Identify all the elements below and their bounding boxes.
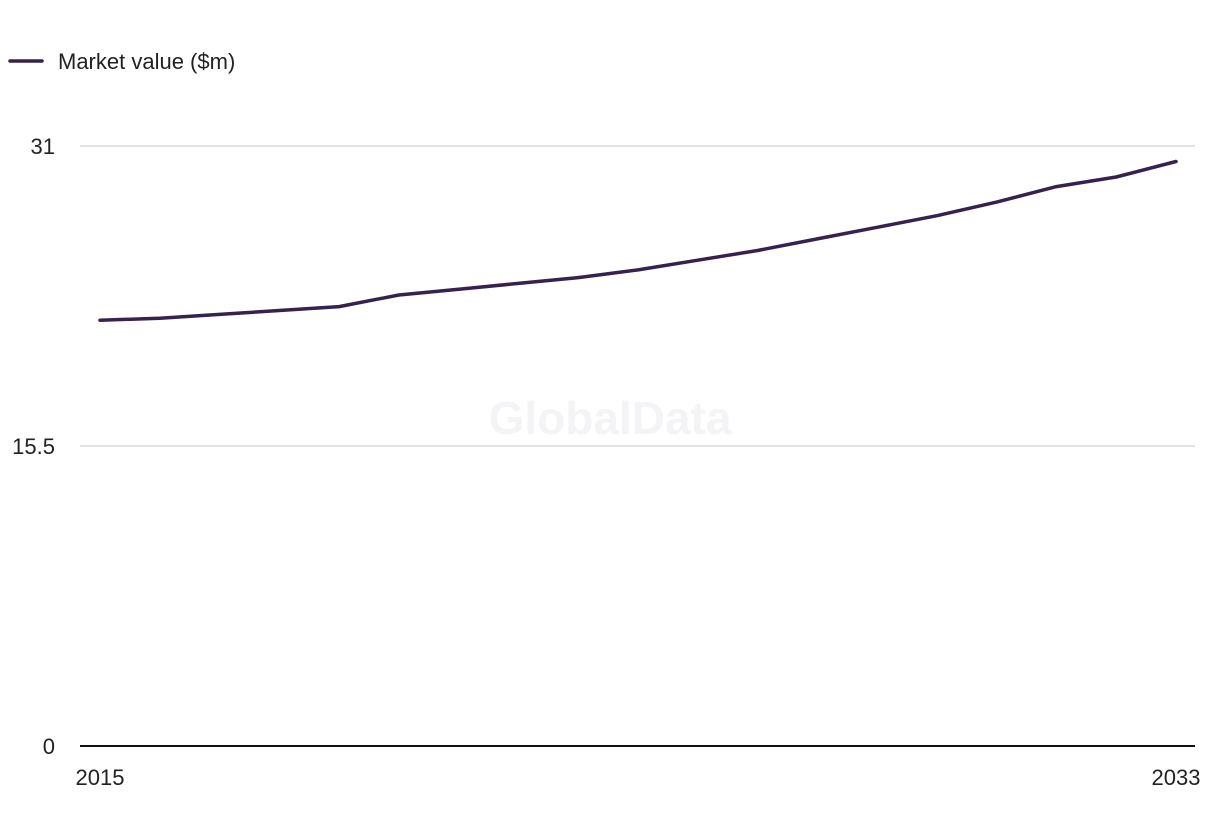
y-axis-tick-labels: 0 15.5 31 [12, 134, 55, 759]
y-tick-label: 15.5 [12, 434, 55, 459]
gridlines [80, 145, 1195, 447]
data-point [337, 305, 341, 309]
data-point [158, 316, 162, 320]
data-point [756, 249, 760, 253]
series-line-market-value [98, 159, 1178, 322]
data-point [277, 309, 281, 313]
x-axis-tick-labels: 2015 2033 [76, 765, 1201, 790]
data-point [516, 281, 520, 285]
y-tick-label: 0 [43, 734, 55, 759]
x-tick-label: 2015 [76, 765, 125, 790]
data-point [576, 276, 580, 280]
legend: Market value ($m) [8, 49, 235, 74]
data-point [815, 237, 819, 241]
x-tick-label: 2033 [1152, 765, 1201, 790]
data-point [1114, 175, 1118, 179]
data-point [875, 225, 879, 229]
series-points [98, 159, 1178, 322]
data-point [995, 200, 999, 204]
data-point [1174, 159, 1178, 163]
data-point [397, 293, 401, 297]
data-point [1054, 185, 1058, 189]
data-point [98, 318, 102, 322]
data-point [636, 268, 640, 272]
data-point [457, 287, 461, 291]
data-point [935, 214, 939, 218]
y-tick-label: 31 [31, 134, 55, 159]
legend-label: Market value ($m) [58, 49, 235, 74]
data-point [218, 312, 222, 316]
watermark-logo: GlobalData [489, 392, 732, 444]
data-point [696, 258, 700, 262]
